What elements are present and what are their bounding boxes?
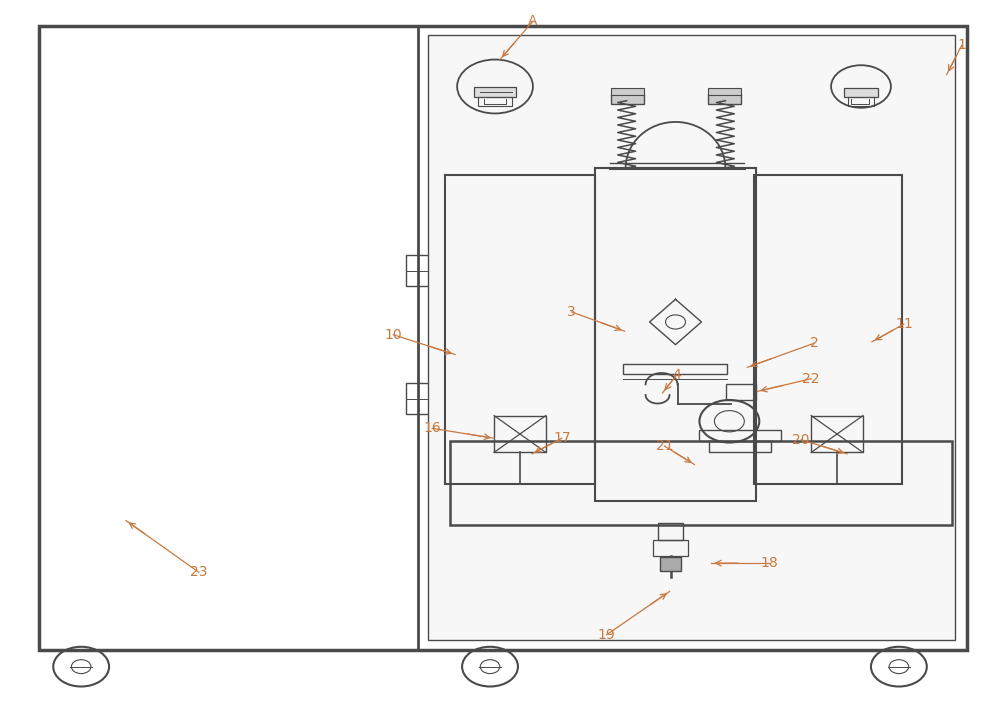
Text: 22: 22 (802, 372, 820, 386)
Text: 3: 3 (567, 305, 576, 319)
Text: 4: 4 (672, 368, 681, 382)
Text: 19: 19 (598, 628, 616, 642)
Text: A: A (528, 14, 538, 28)
Bar (660, 557, 681, 571)
Bar (699, 430, 781, 441)
Bar (844, 88, 878, 97)
Text: 1: 1 (957, 38, 966, 53)
Bar (445, 175, 595, 483)
Bar (658, 523, 683, 540)
Text: 23: 23 (190, 565, 208, 580)
Text: 18: 18 (760, 556, 778, 570)
Bar (708, 88, 741, 95)
Text: 11: 11 (895, 317, 913, 331)
Bar (478, 97, 512, 106)
Bar (653, 540, 688, 556)
Bar (39, 26, 967, 650)
Bar (611, 93, 644, 103)
Bar (474, 87, 516, 97)
Text: 16: 16 (423, 422, 441, 435)
Bar (848, 97, 874, 106)
Bar (754, 175, 902, 483)
Text: 20: 20 (792, 433, 810, 446)
Bar (428, 36, 955, 639)
Bar (623, 364, 727, 375)
Bar (726, 384, 756, 400)
Bar (811, 416, 863, 452)
Text: 2: 2 (810, 336, 818, 350)
Bar (406, 383, 430, 414)
Bar (709, 441, 771, 452)
Bar (450, 441, 952, 525)
Text: 17: 17 (553, 431, 571, 445)
Bar (611, 88, 644, 95)
Bar (406, 256, 430, 286)
Bar (494, 416, 546, 452)
Bar (708, 93, 741, 103)
Text: 21: 21 (656, 439, 673, 453)
Text: 10: 10 (384, 328, 402, 342)
Bar (595, 168, 756, 501)
